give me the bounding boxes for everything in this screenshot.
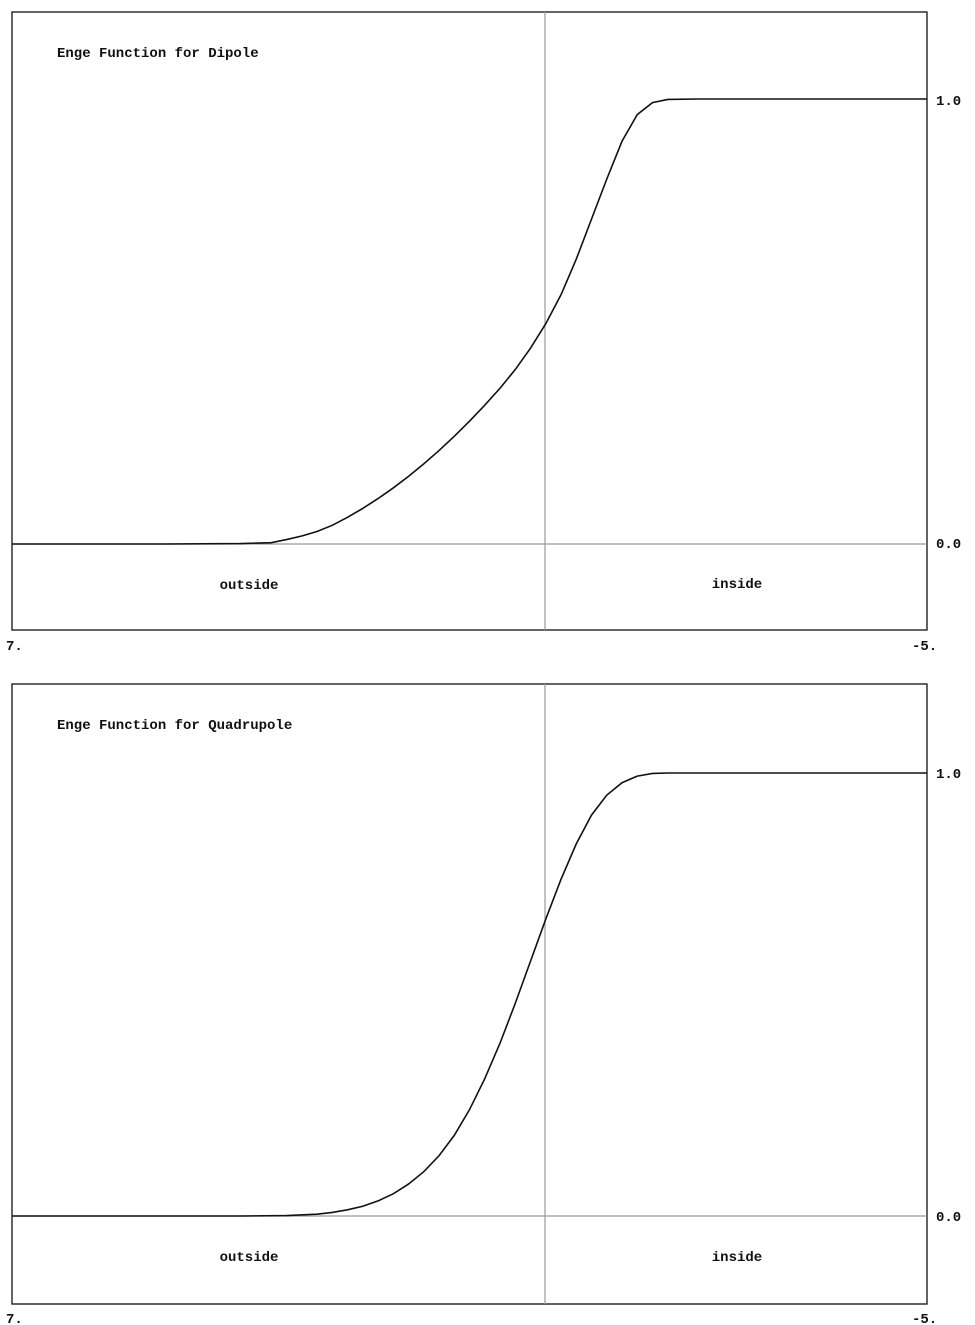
series-line-quadrupole [12,772,927,1217]
x-tick-label-left-dipole: 7. [6,639,23,655]
region-label-outside-quadrupole: outside [220,1250,279,1266]
plot-frame-quadrupole [11,683,928,1305]
x-tick-label-right-dipole: -5. [912,639,937,655]
x-tick-label-right-quadrupole: -5. [912,1312,937,1325]
plot-frame-dipole [11,11,928,631]
y-tick-label-top-dipole: 1.0 [936,94,961,110]
series-line-dipole [12,98,927,545]
panel-quadrupole: Enge Function for Quadrupole outside ins… [6,683,961,1325]
panel-dipole: Enge Function for Dipole outside inside … [6,11,961,655]
x-tick-label-left-quadrupole: 7. [6,1312,23,1325]
region-label-inside-quadrupole: inside [712,1250,762,1266]
chart-title-quadrupole: Enge Function for Quadrupole [57,718,292,734]
y-tick-label-bottom-quadrupole: 0.0 [936,1210,961,1226]
y-tick-label-top-quadrupole: 1.0 [936,767,961,783]
region-label-inside-dipole: inside [712,577,762,593]
y-tick-label-bottom-dipole: 0.0 [936,537,961,553]
region-label-outside-dipole: outside [220,578,279,594]
chart-title-dipole: Enge Function for Dipole [57,46,259,62]
